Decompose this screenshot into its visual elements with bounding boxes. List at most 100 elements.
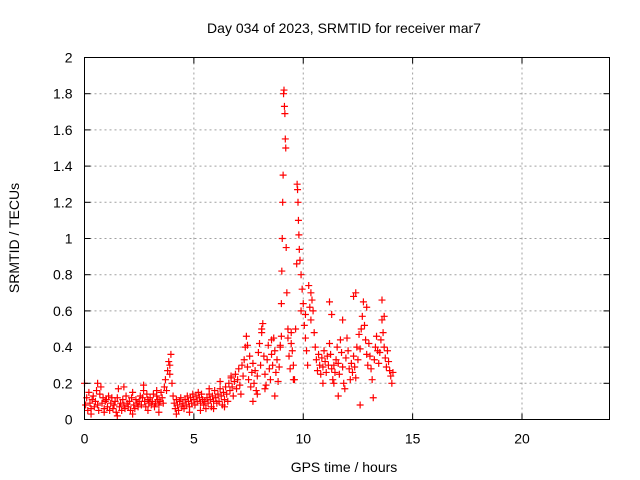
data-point xyxy=(376,349,384,357)
data-point xyxy=(382,363,390,371)
data-point xyxy=(216,385,224,393)
data-point xyxy=(356,401,364,409)
x-tick-label: 0 xyxy=(81,431,89,447)
data-point xyxy=(257,361,265,369)
data-point xyxy=(221,403,228,411)
y-tick-label: 0.8 xyxy=(53,267,73,283)
data-point xyxy=(386,367,394,375)
x-tick-label: 10 xyxy=(295,431,311,447)
data-point xyxy=(253,372,261,380)
data-point xyxy=(280,86,288,94)
data-point xyxy=(311,343,319,351)
data-point xyxy=(95,406,103,414)
data-point xyxy=(345,365,353,373)
data-point xyxy=(294,186,302,194)
data-point xyxy=(202,405,210,413)
data-point xyxy=(285,352,293,360)
data-point xyxy=(248,368,256,376)
data-point xyxy=(315,350,323,358)
data-point xyxy=(113,394,121,402)
data-point xyxy=(310,329,318,337)
data-point xyxy=(103,403,111,411)
data-point xyxy=(359,298,367,306)
data-point xyxy=(287,339,295,347)
data-point xyxy=(240,356,248,364)
data-point xyxy=(97,383,105,391)
data-point xyxy=(100,408,108,416)
y-tick-label: 1.8 xyxy=(53,86,73,102)
data-point xyxy=(379,329,387,337)
data-point xyxy=(142,403,150,411)
data-point xyxy=(268,350,276,358)
data-point xyxy=(288,347,296,355)
data-point xyxy=(381,354,389,362)
data-point xyxy=(82,401,90,409)
data-point xyxy=(309,307,317,315)
data-point xyxy=(365,339,373,347)
data-point xyxy=(341,385,349,393)
data-point xyxy=(205,385,213,393)
data-point xyxy=(282,144,290,152)
data-point xyxy=(172,410,180,418)
data-point xyxy=(295,231,303,239)
data-point xyxy=(385,358,393,366)
data-point xyxy=(151,403,158,411)
data-point xyxy=(266,376,274,384)
data-point xyxy=(378,316,386,324)
data-point xyxy=(284,334,292,342)
data-point xyxy=(377,336,385,344)
data-point xyxy=(89,392,97,400)
data-point xyxy=(227,372,235,380)
data-point xyxy=(297,307,305,315)
y-axis-title: SRMTID / TECUs xyxy=(6,183,22,293)
data-point xyxy=(335,370,343,378)
data-point xyxy=(326,339,333,347)
data-point xyxy=(243,341,251,349)
data-point xyxy=(140,381,148,389)
data-points xyxy=(81,86,397,420)
data-point xyxy=(296,256,304,264)
data-point xyxy=(90,403,98,411)
data-point xyxy=(216,377,224,385)
data-point xyxy=(224,397,232,405)
data-point xyxy=(340,379,348,387)
data-point xyxy=(212,394,220,402)
data-point xyxy=(350,352,358,360)
data-point xyxy=(369,394,377,402)
data-point xyxy=(124,403,132,411)
data-point xyxy=(258,325,266,333)
data-point xyxy=(330,379,338,387)
data-point xyxy=(338,349,346,357)
data-point xyxy=(144,406,152,414)
axis-ticks: 0 5 10 15 20 0 0.2 0.4 0.6 0.8 1 1.2 1.4 1.6 1.8 2 xyxy=(53,50,610,447)
data-point xyxy=(301,334,309,342)
data-point xyxy=(246,352,254,360)
data-point xyxy=(354,356,362,364)
data-point xyxy=(226,387,234,395)
data-point xyxy=(298,285,306,293)
data-point xyxy=(352,289,360,297)
data-point xyxy=(276,341,284,349)
data-point xyxy=(261,370,269,378)
data-point xyxy=(269,361,277,369)
data-point xyxy=(268,336,276,344)
data-point xyxy=(155,408,163,416)
data-point xyxy=(322,368,330,376)
data-point xyxy=(91,397,99,405)
data-point xyxy=(355,330,363,338)
data-point xyxy=(229,392,237,400)
data-point xyxy=(160,383,168,391)
data-point xyxy=(312,356,320,364)
data-point xyxy=(274,377,282,385)
data-point xyxy=(295,245,303,253)
data-point xyxy=(284,325,292,333)
data-point xyxy=(305,282,313,290)
data-point xyxy=(249,359,257,367)
data-point xyxy=(137,401,145,409)
data-point xyxy=(357,325,365,333)
x-tick-label: 15 xyxy=(405,431,421,447)
y-tick-label: 0.6 xyxy=(53,303,73,319)
data-point xyxy=(344,347,352,355)
data-point xyxy=(278,235,286,242)
